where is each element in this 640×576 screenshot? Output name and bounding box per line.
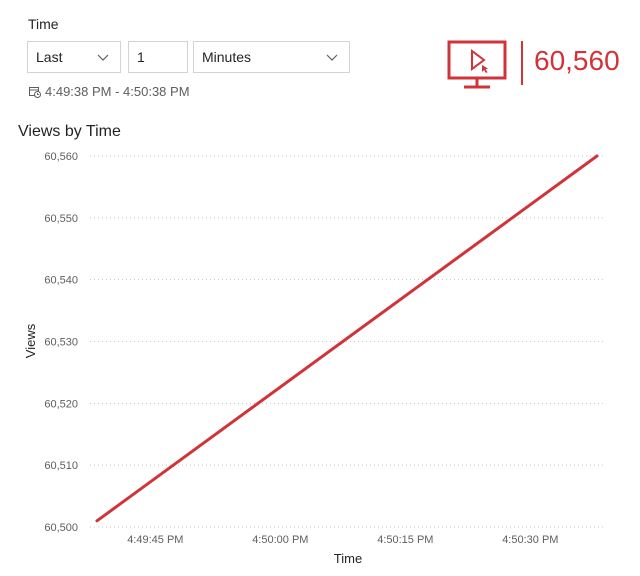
unit-dropdown-value: Minutes: [202, 49, 252, 65]
series-line: [95, 154, 599, 523]
amount-input-value: 1: [137, 49, 145, 65]
calendar-clock-icon: [29, 86, 41, 98]
x-tick-label: 4:50:30 PM: [502, 534, 558, 546]
y-tick-label: 60,540: [44, 275, 78, 287]
views-line-chart: 60,500 60,510 60,520 60,530 60,540 60,550 60,5…: [23, 151, 605, 566]
time-range-text: 4:49:38 PM - 4:50:38 PM: [45, 84, 190, 99]
y-tick-label: 60,520: [44, 398, 78, 410]
y-tick-label: 60,550: [44, 213, 78, 225]
x-tick-label: 4:50:15 PM: [377, 534, 433, 546]
y-tick-label: 60,530: [44, 337, 78, 349]
y-axis-label: Views: [23, 323, 38, 358]
time-filter-label: Time: [28, 16, 59, 32]
views-card-value: 60,560: [534, 45, 620, 76]
y-tick-label: 60,500: [44, 522, 78, 534]
monitor-play-icon: [447, 40, 507, 89]
time-range: 4:49:38 PM - 4:50:38 PM: [29, 84, 190, 99]
period-dropdown[interactable]: Last: [27, 41, 121, 73]
x-tick-label: 4:49:45 PM: [127, 534, 183, 546]
amount-input[interactable]: 1: [128, 41, 188, 73]
x-tick-label: 4:50:00 PM: [252, 534, 308, 546]
card-separator: [521, 41, 523, 85]
y-tick-label: 60,510: [44, 460, 78, 472]
chevron-down-icon: [97, 54, 109, 61]
unit-dropdown[interactable]: Minutes: [193, 41, 350, 73]
period-dropdown-value: Last: [36, 49, 63, 65]
chart-title: Views by Time: [18, 123, 121, 140]
chevron-down-icon: [326, 54, 338, 61]
x-axis-label: Time: [334, 551, 362, 566]
y-tick-label: 60,560: [44, 151, 78, 163]
